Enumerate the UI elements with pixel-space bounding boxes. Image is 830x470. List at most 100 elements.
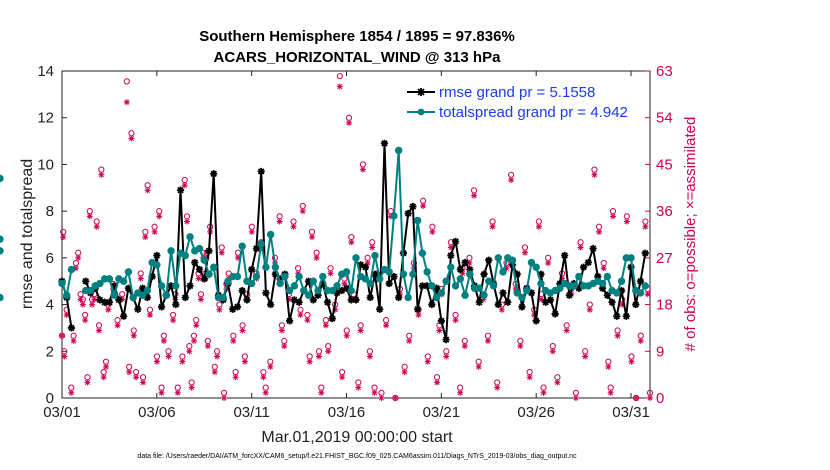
obs-possible-marker <box>586 301 593 308</box>
totalspread-point <box>119 277 128 285</box>
totalspread-point <box>314 286 322 295</box>
obs-possible-marker <box>595 223 603 230</box>
obs-assimilated-marker <box>160 337 167 344</box>
obs-assimilated-marker <box>63 311 70 318</box>
plot-axes: 03/01 03/06 03/11 03/16 03/21 03/26 03/31 0 2 4 6 8… <box>37 63 672 421</box>
obs-assimilated-marker <box>156 213 163 220</box>
totalspread-point <box>385 268 393 276</box>
obs-possible-marker <box>174 384 181 391</box>
obs-assimilated-marker <box>204 343 211 350</box>
rmse-point <box>82 277 90 285</box>
obs-assimilated-marker <box>628 358 635 365</box>
obs-possible-marker <box>554 374 561 381</box>
obs-possible-marker <box>429 223 436 230</box>
obs-possible-marker <box>102 358 110 365</box>
totalspread-point <box>271 263 280 271</box>
totalspread-point <box>513 289 521 297</box>
rmse-point <box>181 293 189 302</box>
totalspread-point <box>0 293 4 302</box>
obs-possible-marker <box>126 363 133 370</box>
rmse-point <box>271 270 279 278</box>
totalspread-point <box>437 289 446 297</box>
obs-possible-marker <box>239 322 246 329</box>
obs-assimilated-marker <box>306 358 313 365</box>
obs-assimilated-marker <box>98 171 105 178</box>
obs-possible-marker <box>218 244 225 251</box>
obs-possible-marker <box>489 218 496 225</box>
totalspread-point <box>162 291 171 299</box>
rmse-point <box>342 284 351 292</box>
obs-possible-marker <box>181 176 188 184</box>
rmse-point <box>191 258 199 267</box>
obs-possible-marker <box>366 348 373 355</box>
obs-assimilated-marker <box>596 228 603 235</box>
obs-possible-marker <box>364 254 371 261</box>
obs-possible-marker <box>295 265 302 272</box>
totalspread-point <box>451 282 460 290</box>
obs-assimilated-marker <box>181 182 188 189</box>
rmse-line <box>61 143 647 340</box>
rmse-point <box>556 279 564 288</box>
obs-assimilated-marker <box>366 353 373 360</box>
rmse-point <box>513 270 521 278</box>
obs-assimilated-marker <box>290 223 297 230</box>
totalspread-point <box>494 254 502 262</box>
x-axis-label: Mar.01,2019 00:00:00 start <box>261 429 453 446</box>
obs-possible-marker <box>308 228 316 236</box>
obs-assimilated-marker <box>429 228 436 235</box>
obs-assimilated-marker <box>322 322 329 329</box>
totalspread-line <box>61 150 647 300</box>
rmse-point <box>428 300 436 309</box>
totalspread-point <box>319 272 327 281</box>
rmse-point <box>480 270 488 278</box>
obs-possible-marker <box>461 337 468 345</box>
obs-assimilated-marker <box>420 202 427 209</box>
obs-possible-marker <box>153 353 161 360</box>
obs-possible-marker <box>336 73 343 80</box>
obs-assimilated-marker <box>123 99 130 106</box>
obs-possible-marker <box>614 327 621 334</box>
totalspread-point <box>285 286 294 295</box>
rmse-point <box>172 300 180 309</box>
rmse-point <box>195 265 204 274</box>
rmse-point <box>323 298 332 306</box>
obs-assimilated-marker <box>184 218 191 225</box>
obs-possible-marker <box>68 384 75 391</box>
obs-possible-marker <box>183 213 191 220</box>
x-tick-label: 03/16 <box>328 404 366 421</box>
rmse-point <box>286 317 294 325</box>
obs-assimilated-marker <box>137 275 144 282</box>
rmse-point <box>304 277 313 285</box>
obs-assimilated-marker <box>140 379 147 386</box>
obs-possible-marker <box>424 353 431 360</box>
obs-assimilated-marker <box>75 254 82 261</box>
totalspread-point <box>570 282 578 290</box>
obs-assimilated-marker <box>77 296 84 303</box>
obs-possible-marker <box>327 265 334 272</box>
totalspread-point <box>210 263 218 271</box>
obs-assimilated-marker <box>503 265 510 272</box>
obs-assimilated-marker <box>174 389 181 396</box>
obs-possible-marker <box>98 166 105 173</box>
obs-possible-marker <box>93 218 100 225</box>
obs-possible-marker <box>369 239 376 246</box>
totalspread-point <box>475 284 483 292</box>
totalspread-point <box>466 270 474 278</box>
rmse-point <box>404 209 412 218</box>
totalspread-point <box>281 272 289 281</box>
obs-possible-marker <box>70 332 77 339</box>
obs-assimilated-marker <box>130 332 137 339</box>
rmse-point <box>499 289 507 297</box>
totalspread-point <box>428 282 436 290</box>
totalspread-point <box>224 277 232 285</box>
chart-title-line-1: Southern Hemisphere 1854 / 1895 = 97.836… <box>199 28 515 45</box>
obs-possible-marker <box>607 384 614 391</box>
rmse-point <box>437 317 445 325</box>
obs-assimilated-marker <box>151 228 158 235</box>
totalspread-point <box>523 286 531 295</box>
totalspread-point <box>480 291 488 299</box>
obs-possible-marker <box>114 317 121 324</box>
obs-assimilated-marker <box>309 234 316 241</box>
obs-assimilated-marker <box>144 187 151 194</box>
obs-assimilated-marker <box>241 358 248 365</box>
